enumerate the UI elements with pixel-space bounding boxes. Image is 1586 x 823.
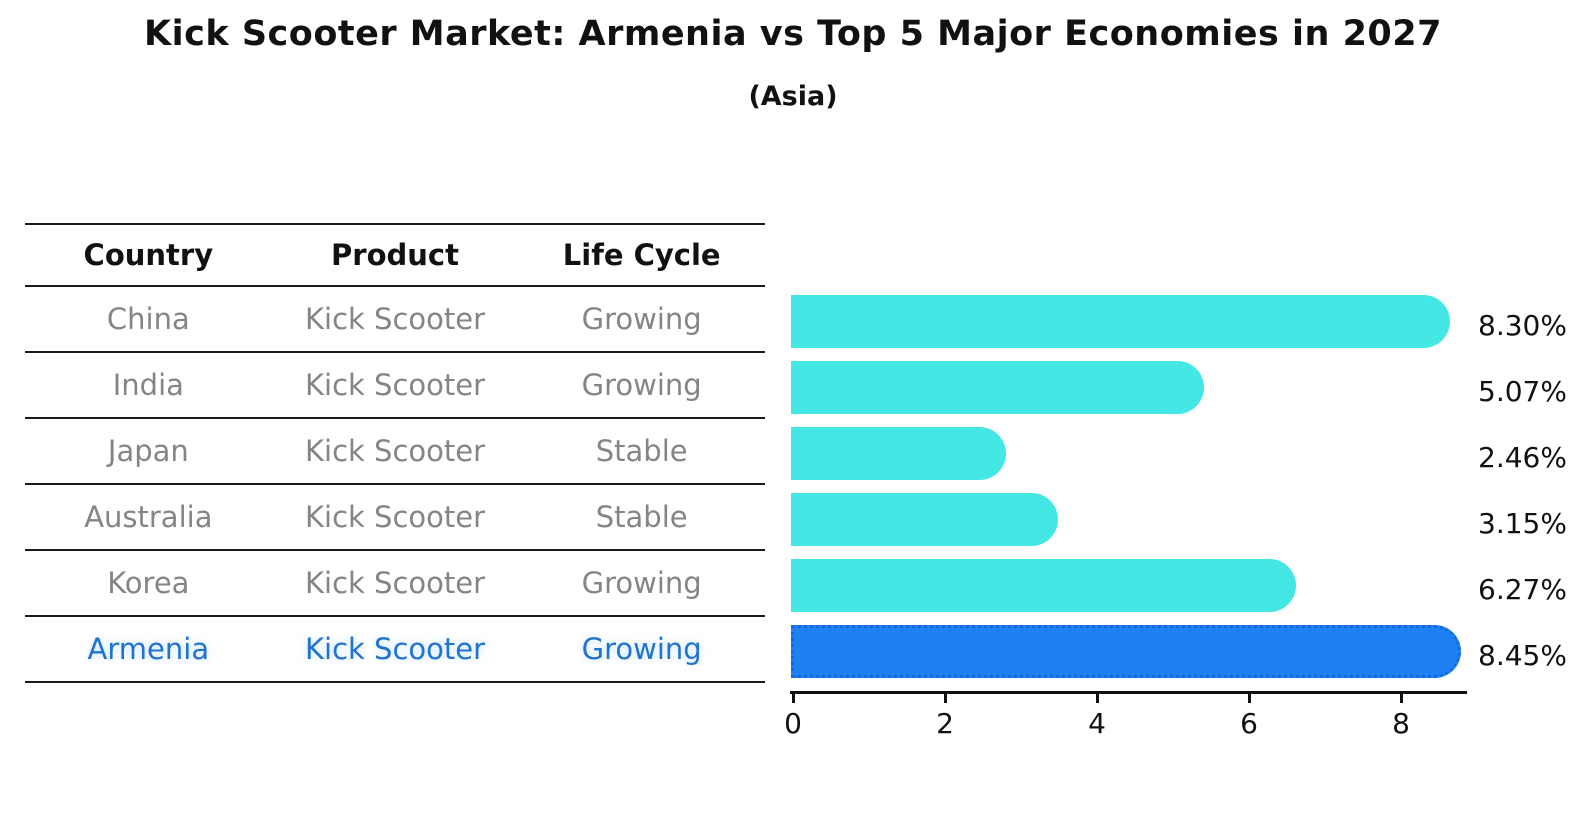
x-tick-label: 8 bbox=[1392, 707, 1410, 740]
bar-armenia-highlighted bbox=[791, 625, 1462, 678]
table-row-armenia-highlighted: Armenia Kick Scooter Growing bbox=[25, 617, 765, 683]
product-cell: Kick Scooter bbox=[305, 632, 486, 666]
country-table: Country Product Life Cycle China Kick Sc… bbox=[25, 223, 765, 683]
value-label-australia: 3.15% bbox=[1478, 506, 1567, 540]
bar-row bbox=[790, 419, 1467, 485]
country-cell: Korea bbox=[107, 566, 190, 600]
x-axis: 0 2 4 6 8 bbox=[784, 691, 1467, 751]
bar-row bbox=[790, 551, 1467, 617]
product-cell: Kick Scooter bbox=[305, 368, 486, 402]
x-tick-label: 2 bbox=[936, 707, 954, 740]
tick-mark bbox=[943, 694, 947, 703]
column-header-country: Country bbox=[83, 238, 214, 272]
table-row-australia: Australia Kick Scooter Stable bbox=[25, 485, 765, 551]
horizontal-bar-chart bbox=[790, 287, 1467, 683]
bar-row bbox=[790, 617, 1467, 683]
value-label-india: 5.07% bbox=[1478, 374, 1567, 408]
bar-korea bbox=[791, 559, 1296, 612]
product-cell: Kick Scooter bbox=[305, 302, 486, 336]
country-cell: China bbox=[106, 302, 190, 336]
value-label-japan: 2.46% bbox=[1478, 440, 1567, 474]
tick-mark bbox=[1095, 694, 1099, 703]
bar-row bbox=[790, 353, 1467, 419]
bar-japan bbox=[791, 427, 1006, 480]
life-cycle-cell: Growing bbox=[581, 566, 702, 600]
column-header-product: Product bbox=[331, 238, 459, 272]
column-header-life-cycle: Life Cycle bbox=[562, 238, 721, 272]
life-cycle-cell: Growing bbox=[581, 302, 702, 336]
life-cycle-cell: Growing bbox=[581, 368, 702, 402]
x-axis-line bbox=[790, 691, 1467, 694]
bar-value-labels: 8.30% 5.07% 2.46% 3.15% 6.27% 8.45% bbox=[1478, 292, 1586, 688]
table-row-china: China Kick Scooter Growing bbox=[25, 287, 765, 353]
x-tick-label: 0 bbox=[784, 707, 802, 740]
value-label-armenia: 8.45% bbox=[1478, 638, 1567, 672]
table-header-row: Country Product Life Cycle bbox=[25, 225, 765, 287]
life-cycle-cell: Growing bbox=[581, 632, 702, 666]
chart-title: Kick Scooter Market: Armenia vs Top 5 Ma… bbox=[144, 14, 1442, 54]
product-cell: Kick Scooter bbox=[305, 566, 486, 600]
bar-row bbox=[790, 287, 1467, 353]
country-cell: Australia bbox=[84, 500, 213, 534]
tick-mark bbox=[1247, 694, 1251, 703]
life-cycle-cell: Stable bbox=[595, 500, 688, 534]
tick-mark bbox=[791, 694, 795, 703]
x-tick-label: 4 bbox=[1088, 707, 1106, 740]
chart-subtitle: (Asia) bbox=[748, 81, 838, 112]
table-row-india: India Kick Scooter Growing bbox=[25, 353, 765, 419]
table-row-korea: Korea Kick Scooter Growing bbox=[25, 551, 765, 617]
country-cell: Armenia bbox=[87, 632, 210, 666]
table-row-japan: Japan Kick Scooter Stable bbox=[25, 419, 765, 485]
life-cycle-cell: Stable bbox=[595, 434, 688, 468]
value-label-korea: 6.27% bbox=[1478, 572, 1567, 606]
x-tick-label: 6 bbox=[1240, 707, 1258, 740]
bar-india bbox=[791, 361, 1205, 414]
tick-mark bbox=[1399, 694, 1403, 703]
value-label-china: 8.30% bbox=[1478, 308, 1567, 342]
bar-row bbox=[790, 485, 1467, 551]
bar-australia bbox=[791, 493, 1059, 546]
product-cell: Kick Scooter bbox=[305, 500, 486, 534]
country-cell: Japan bbox=[107, 434, 189, 468]
bar-china bbox=[791, 295, 1450, 348]
country-cell: India bbox=[112, 368, 184, 402]
product-cell: Kick Scooter bbox=[305, 434, 486, 468]
